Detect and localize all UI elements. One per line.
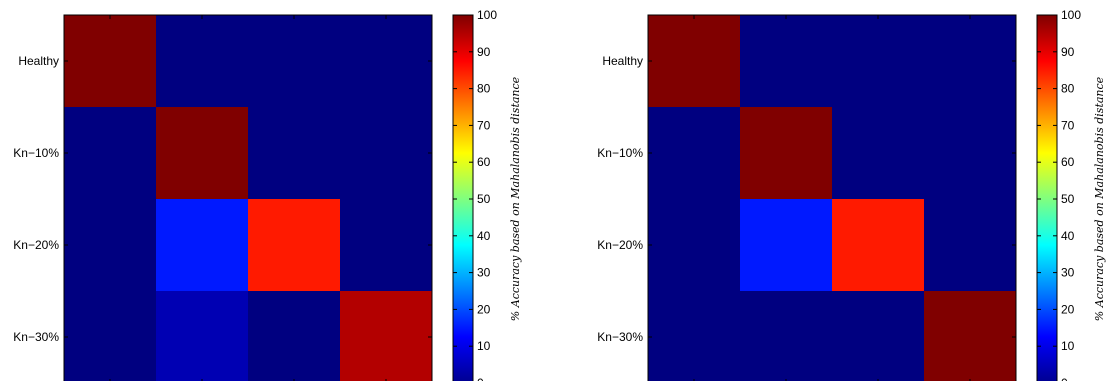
heatmap-cell-r2-c1	[156, 199, 249, 292]
colorbar-tick-label: 100	[477, 8, 497, 22]
heatmap-cell-r0-c0	[648, 15, 741, 108]
y-tick-label: Kn−10%	[13, 146, 59, 160]
heatmap-cell-r0-c0	[64, 15, 157, 108]
heatmap-cell-r1-c2	[248, 107, 341, 200]
heatmap-cell-r3-c0	[64, 291, 157, 384]
y-tick-label: Kn−10%	[597, 146, 643, 160]
colorbar-tick-label: 80	[1061, 82, 1075, 96]
colorbar-tick-label: 20	[477, 302, 491, 316]
y-tick-label: Healthy	[18, 54, 59, 68]
heatmap-cell-r1-c1	[156, 107, 249, 200]
heatmap-cell-r3-c3	[924, 291, 1017, 384]
heatmap-cell-r2-c0	[64, 199, 157, 292]
colorbar-tick-label: 70	[477, 118, 491, 132]
heatmap-cell-r2-c2	[832, 199, 925, 292]
heatmap-cell-r3-c0	[648, 291, 741, 384]
heatmap-cell-r3-c2	[832, 291, 925, 384]
heatmap-cell-r1-c1	[740, 107, 833, 200]
colorbar-tick-label: 50	[1061, 192, 1075, 206]
colorbar-tick-label: 80	[477, 82, 491, 96]
heatmap-cell-r3-c1	[740, 291, 833, 384]
heatmap-cell-r3-c3	[340, 291, 433, 384]
heatmap-cell-r0-c3	[340, 15, 433, 108]
heatmap-cell-r1-c3	[924, 107, 1017, 200]
y-tick-label: Kn−30%	[13, 330, 59, 344]
heatmap-cell-r2-c2	[248, 199, 341, 292]
colorbar-tick-label: 90	[1061, 45, 1075, 59]
heatmap-cell-r1-c2	[832, 107, 925, 200]
colorbar-label: % Accuracy based on Mahalanobis distance	[509, 76, 522, 321]
heatmap-cell-r2-c1	[740, 199, 833, 292]
heatmap-cell-r1-c0	[648, 107, 741, 200]
colorbar	[453, 15, 473, 383]
y-tick-label: Kn−30%	[597, 330, 643, 344]
heatmap-cell-r3-c2	[248, 291, 341, 384]
colorbar-tick-label: 60	[477, 155, 491, 169]
y-tick-label: Kn−20%	[597, 238, 643, 252]
heatmap-cell-r0-c2	[248, 15, 341, 108]
heatmap-cell-r2-c0	[648, 199, 741, 292]
heatmap-cell-r0-c1	[740, 15, 833, 108]
colorbar-tick-label: 40	[477, 229, 491, 243]
colorbar-tick-label: 70	[1061, 118, 1075, 132]
colorbar-tick-label: 20	[1061, 302, 1075, 316]
heatmap-cell-r2-c3	[340, 199, 433, 292]
y-tick-label: Healthy	[602, 54, 643, 68]
colorbar-tick-label: 90	[477, 45, 491, 59]
heatmap-panel-right: HealthyKn−10%Kn−20%Kn−30%HealthyKn−10%Kn…	[597, 8, 1106, 386]
heatmap-cell-r0-c3	[924, 15, 1017, 108]
heatmap-cell-r2-c3	[924, 199, 1017, 292]
colorbar	[1037, 15, 1057, 383]
heatmap-cell-r0-c1	[156, 15, 249, 108]
colorbar-tick-label: 10	[477, 339, 491, 353]
colorbar-tick-label: 10	[1061, 339, 1075, 353]
colorbar-tick-label: 50	[477, 192, 491, 206]
heatmap-cell-r0-c2	[832, 15, 925, 108]
heatmap-cell-r3-c1	[156, 291, 249, 384]
colorbar-tick-label: 60	[1061, 155, 1075, 169]
heatmap-panel-left: HealthyKn−10%Kn−20%Kn−30%HealthyKn−10%Kn…	[13, 8, 522, 386]
heatmap-cell-r1-c0	[64, 107, 157, 200]
colorbar-tick-label: 30	[477, 266, 491, 280]
colorbar-tick-label: 0	[477, 376, 484, 381]
colorbar-tick-label: 100	[1061, 8, 1081, 22]
colorbar-label: % Accuracy based on Mahalanobis distance	[1093, 76, 1106, 321]
y-tick-label: Kn−20%	[13, 238, 59, 252]
heatmap-cell-r1-c3	[340, 107, 433, 200]
colorbar-tick-label: 30	[1061, 266, 1075, 280]
colorbar-tick-label: 40	[1061, 229, 1075, 243]
colorbar-tick-label: 0	[1061, 376, 1068, 381]
